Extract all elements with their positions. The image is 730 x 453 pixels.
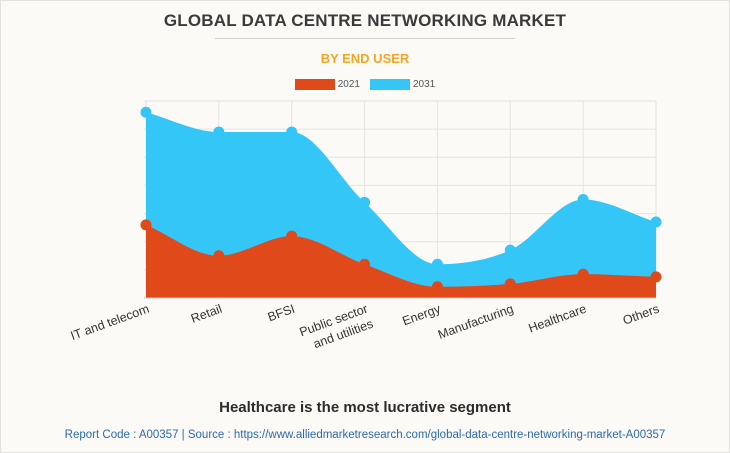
point-2021-0	[140, 219, 152, 231]
x-tick-label-line: IT and telecom	[69, 302, 151, 343]
title-divider	[215, 38, 515, 39]
point-2021-3	[359, 258, 371, 270]
area-2021	[146, 224, 656, 298]
source-footer[interactable]: Report Code : A00357 | Source : https://…	[64, 429, 666, 441]
point-2021-5	[504, 278, 516, 290]
legend-item-2021[interactable]: 2021	[294, 79, 360, 90]
x-tick-label: Manufacturing	[436, 302, 515, 342]
point-2031-2	[286, 126, 298, 138]
point-2031-7	[650, 216, 662, 228]
chart-caption: Healthcare is the most lucrative segment	[219, 399, 511, 416]
x-tick-label: BFSI	[266, 302, 297, 325]
x-tick-label-line: Retail	[189, 302, 224, 326]
point-2031-0	[140, 106, 152, 118]
x-tick-label-line: Manufacturing	[436, 302, 515, 342]
point-2031-6	[577, 194, 589, 205]
point-2021-4	[431, 281, 443, 293]
point-2031-3	[359, 196, 371, 208]
legend-label-2021: 2021	[337, 79, 360, 90]
x-tick-label-line: Healthcare	[527, 302, 589, 336]
point-2021-1	[213, 250, 225, 262]
x-tick-label-line: Energy	[400, 301, 443, 328]
point-2031-5	[504, 244, 516, 256]
point-2031-4	[431, 258, 443, 270]
legend-swatch-2031	[370, 79, 410, 90]
chart-title: GLOBAL DATA CENTRE NETWORKING MARKET	[163, 11, 567, 30]
point-2031-1	[213, 126, 225, 138]
x-tick-label: Public sectorand utilities	[298, 302, 376, 355]
point-2021-2	[286, 230, 298, 242]
legend-item-2031[interactable]: 2031	[370, 79, 435, 90]
x-tick-label-line: Others	[621, 302, 661, 328]
point-2021-6	[577, 268, 589, 280]
legend-swatch-2021	[294, 79, 335, 90]
x-tick-label: Retail	[189, 302, 224, 326]
x-tick-label: Healthcare	[527, 302, 589, 336]
chart-subtitle: BY END USER	[320, 51, 410, 66]
x-tick-label: Energy	[400, 301, 443, 328]
x-tick-label: Others	[621, 302, 661, 328]
legend: 2021 2031	[0, 79, 730, 90]
x-tick-label: IT and telecom	[69, 302, 151, 343]
legend-label-2031: 2031	[413, 79, 436, 90]
point-2021-7	[650, 271, 662, 283]
x-tick-label-line: BFSI	[266, 302, 297, 325]
